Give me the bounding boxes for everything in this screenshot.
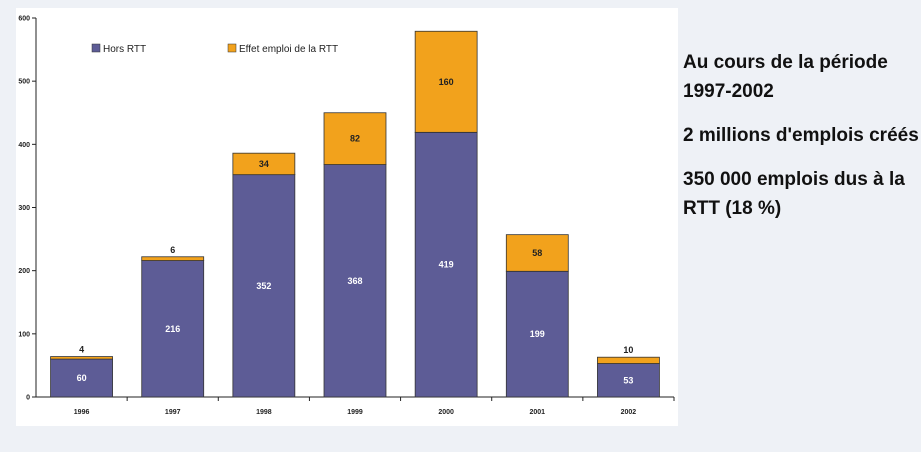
bar-label-effet-rtt: 82 — [350, 134, 360, 144]
x-tick-label: 2001 — [529, 409, 545, 416]
bar-hors-rtt — [323, 164, 387, 398]
y-tick-label: 400 — [18, 142, 30, 149]
bar-label-effet-rtt: 160 — [439, 77, 454, 87]
bar-hors-rtt — [232, 174, 296, 398]
side-text: Au cours de la période 1997-2002 2 milli… — [683, 48, 919, 238]
bar-effet-rtt — [597, 356, 660, 364]
y-tick-label: 0 — [26, 395, 30, 402]
legend: Hors RTT Effet emploi de la RTT — [91, 43, 338, 55]
y-tick-label: 200 — [18, 268, 30, 275]
bar-label-effet-rtt: 34 — [259, 159, 269, 169]
legend-label-effet-rtt: Effet emploi de la RTT — [239, 44, 338, 55]
bar-label-hors-rtt: 60 — [77, 373, 87, 383]
legend-swatch-effet-rtt — [227, 43, 237, 53]
bar-label-effet-rtt: 6 — [170, 245, 175, 255]
y-tick-label: 300 — [18, 205, 30, 212]
bar-effet-rtt — [414, 30, 478, 133]
bar-label-hors-rtt: 216 — [165, 324, 180, 334]
side-text-jobs-rtt: 350 000 emplois dus à la RTT (18 %) — [683, 169, 905, 219]
bars: 60 4 216 6 352 34 368 82 419 160 199 58 53 10 — [50, 30, 660, 398]
bar-label-effet-rtt: 58 — [532, 248, 542, 258]
y-tick-label: 600 — [18, 16, 30, 23]
x-tick-label: 1998 — [256, 409, 272, 416]
bar-effet-rtt — [141, 256, 205, 261]
y-tick-label: 100 — [18, 331, 30, 338]
x-tick-label: 2002 — [621, 409, 637, 416]
bar-effet-rtt — [505, 234, 569, 272]
bar-label-effet-rtt: 4 — [79, 345, 84, 355]
bar-effet-rtt — [232, 152, 296, 176]
side-text-period: Au cours de la période 1997-2002 — [683, 52, 888, 102]
y-tick-label: 500 — [18, 79, 30, 86]
x-tick-label: 1999 — [347, 409, 363, 416]
side-text-jobs-created: 2 millions d'emplois créés — [683, 125, 919, 146]
bar-effet-rtt — [323, 112, 387, 165]
x-tick-label: 1997 — [165, 409, 181, 416]
y-axis: 0 100 200 300 400 500 600 — [18, 16, 37, 402]
bar-hors-rtt — [50, 358, 113, 398]
bar-label-hors-rtt: 352 — [256, 281, 271, 291]
x-tick-label: 1996 — [74, 409, 90, 416]
chart: 0 100 200 300 400 500 600 1996 1997 1998 1999 2000… — [16, 8, 678, 426]
bar-label-effet-rtt: 10 — [623, 345, 633, 355]
legend-swatch-hors-rtt — [91, 43, 101, 53]
bar-hors-rtt — [141, 260, 205, 398]
bar-label-hors-rtt: 368 — [347, 276, 362, 286]
bar-hors-rtt — [414, 131, 478, 398]
bar-hors-rtt — [505, 270, 569, 398]
legend-label-hors-rtt: Hors RTT — [103, 44, 146, 55]
bar-label-hors-rtt: 419 — [439, 260, 454, 270]
bar-label-hors-rtt: 53 — [623, 375, 633, 385]
bar-label-hors-rtt: 199 — [530, 329, 545, 339]
bar-effet-rtt — [50, 356, 113, 360]
x-tick-label: 2000 — [438, 409, 454, 416]
